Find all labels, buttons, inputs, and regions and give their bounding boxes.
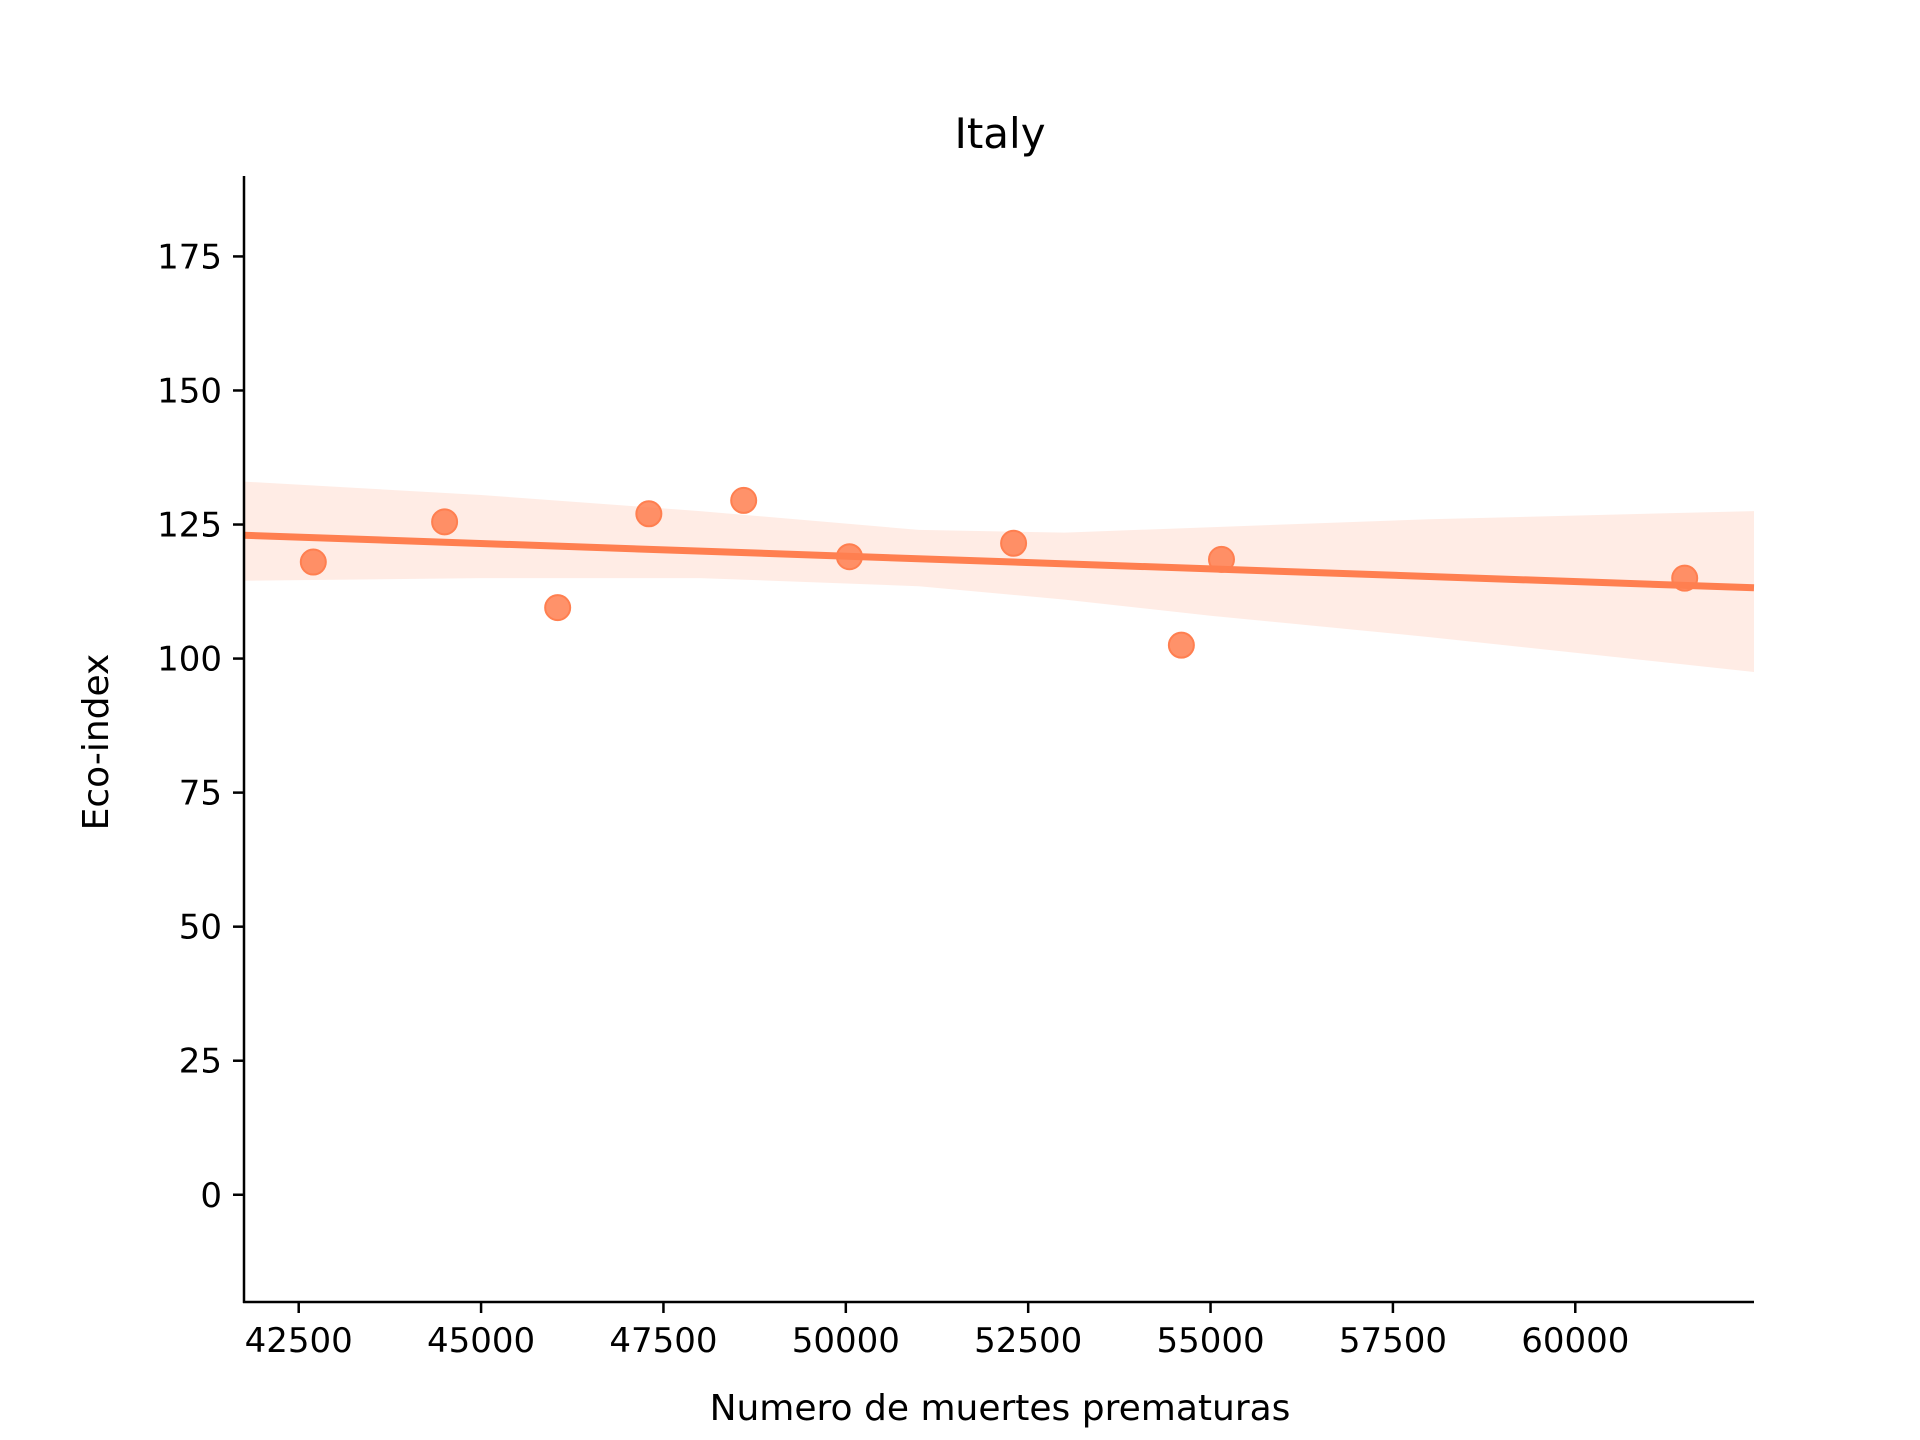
- y-tick-label: 125: [157, 506, 222, 546]
- confidence-band-layer: [244, 481, 1754, 672]
- x-tick-label: 42500: [245, 1321, 353, 1361]
- data-point: [635, 500, 663, 528]
- data-point: [1167, 631, 1195, 659]
- regression-line: [243, 531, 1755, 592]
- data-point: [544, 594, 572, 622]
- y-tick-label: 75: [179, 774, 222, 814]
- data-point: [431, 508, 459, 536]
- data-point: [299, 548, 327, 576]
- scatter-points-layer: [299, 486, 1699, 659]
- y-tick-label: 50: [179, 908, 222, 948]
- y-tick-label: 25: [179, 1042, 222, 1082]
- y-tick-label: 100: [157, 640, 222, 680]
- axes-layer: 42500 45000 47500 50000 52500 55000 57500 60000…: [157, 176, 1754, 1361]
- y-tick-label: 150: [157, 371, 222, 411]
- confidence-band: [244, 481, 1754, 672]
- y-axis-title: Eco-index: [76, 654, 117, 831]
- y-tick-label: 175: [157, 237, 222, 277]
- x-tick-label: 45000: [427, 1321, 535, 1361]
- x-tick-label: 57500: [1339, 1321, 1447, 1361]
- x-tick-label: 60000: [1521, 1321, 1629, 1361]
- x-tick-label: 50000: [792, 1321, 900, 1361]
- regression-line-layer: [243, 531, 1755, 592]
- data-point: [1207, 545, 1235, 573]
- data-point: [730, 486, 758, 514]
- y-tick-label: 0: [200, 1176, 222, 1216]
- chart-title: Italy: [954, 109, 1045, 158]
- x-tick-label: 47500: [609, 1321, 717, 1361]
- data-point: [1671, 564, 1699, 592]
- x-axis-title: Numero de muertes prematuras: [710, 1388, 1291, 1429]
- x-tick-label: 55000: [1156, 1321, 1264, 1361]
- x-tick-label: 52500: [974, 1321, 1082, 1361]
- data-point: [1000, 529, 1028, 557]
- data-point: [835, 543, 863, 571]
